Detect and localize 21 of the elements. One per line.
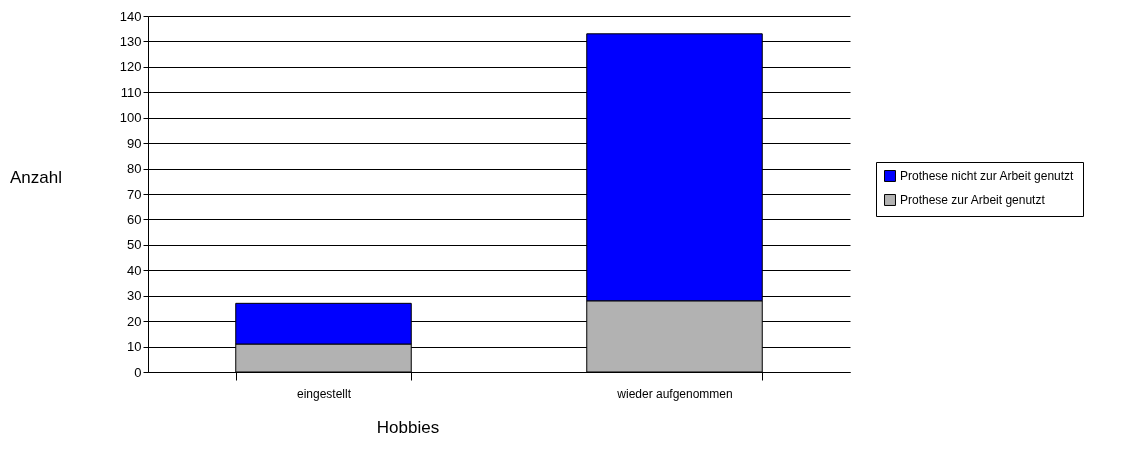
y-tick-label: 120	[119, 59, 142, 75]
legend-label: Prothese zur Arbeit genutzt	[900, 193, 1046, 207]
y-tick-label: 0	[134, 364, 142, 380]
x-tick-label: wieder aufgenommen	[616, 386, 733, 401]
y-tick-label: 90	[127, 135, 142, 151]
y-tick-label: 30	[127, 288, 142, 304]
y-tick-label: 10	[127, 339, 142, 355]
y-tick-label: 80	[127, 161, 142, 177]
y-tick-label: 50	[127, 237, 142, 253]
legend-label: Prothese nicht zur Arbeit genutzt	[900, 169, 1075, 183]
y-tick-label: 110	[120, 84, 142, 100]
x-axis-title: Hobbies	[376, 418, 440, 437]
y-axis-title: Anzahl	[10, 168, 62, 187]
y-tick-label: 100	[119, 110, 142, 126]
y-tick-label: 70	[127, 186, 142, 202]
x-tick-label: eingestellt	[296, 386, 352, 401]
y-tick-label: 40	[127, 262, 142, 278]
y-tick-label: 140	[119, 8, 142, 24]
y-tick-label: 130	[119, 33, 142, 49]
y-tick-label: 20	[127, 313, 142, 329]
y-tick-label: 60	[127, 211, 142, 227]
